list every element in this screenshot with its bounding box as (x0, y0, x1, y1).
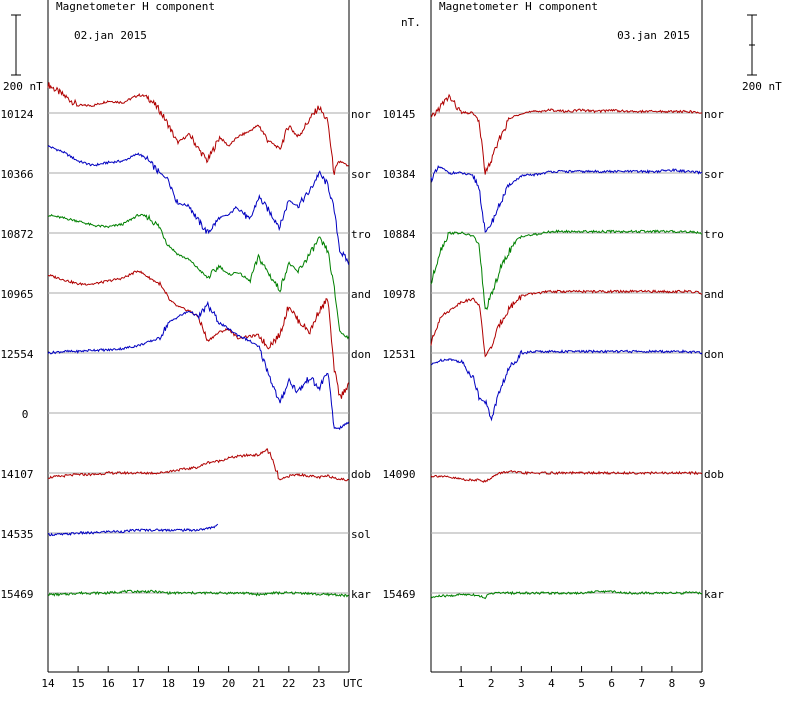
station-code-and: and (351, 288, 371, 301)
baseline-value-kar: 15469 (382, 588, 415, 601)
baseline-value-tro: 10872 (0, 228, 33, 241)
trace-and (47, 270, 350, 399)
x-tick-label: 8 (669, 677, 676, 690)
baseline-value-nor: 10145 (382, 108, 415, 121)
x-tick-label: 20 (222, 677, 235, 690)
trace-tro (430, 229, 703, 311)
trace-don (430, 349, 703, 422)
x-tick-label: 7 (638, 677, 645, 690)
station-code-sor: sor (351, 168, 371, 181)
station-code-don: don (704, 348, 724, 361)
baseline-value-dob: 14090 (382, 468, 415, 481)
station-code-sol: sol (351, 528, 371, 541)
x-tick-label: 4 (548, 677, 555, 690)
station-code-nor: nor (351, 108, 371, 121)
trace-dob (47, 448, 349, 482)
chart-date: 02.jan 2015 (74, 29, 147, 42)
x-tick-label: 16 (102, 677, 115, 690)
baseline-value-don: 12554 (0, 348, 33, 361)
x-tick-label: 18 (162, 677, 175, 690)
x-tick-label: 21 (252, 677, 265, 690)
trace-tro (47, 213, 350, 340)
x-tick-label: 22 (282, 677, 295, 690)
unit-label: nT. (401, 16, 421, 29)
baseline-value-sor: 10384 (382, 168, 415, 181)
station-code-dob: dob (351, 468, 371, 481)
station-code-kar: kar (351, 588, 371, 601)
baseline-value-kar: 15469 (0, 588, 33, 601)
baseline-value-sol: 14535 (0, 528, 33, 541)
x-tick-label: 3 (518, 677, 525, 690)
station-code-tro: tro (351, 228, 371, 241)
x-tick-label: 23 (312, 677, 325, 690)
x-tick-label: 2 (488, 677, 495, 690)
station-code-kar: kar (704, 588, 724, 601)
scale-label: 200 nT (3, 80, 43, 93)
trace-dob (430, 469, 703, 483)
station-code-dob: dob (704, 468, 724, 481)
trace-nor (430, 93, 703, 175)
x-tick-label: 1 (458, 677, 465, 690)
trace-don (47, 300, 350, 431)
baseline-value-and: 10978 (382, 288, 415, 301)
x-tick-label: 9 (699, 677, 706, 690)
x-tick-label: 19 (192, 677, 205, 690)
baseline-value-tro: 10884 (382, 228, 415, 241)
trace-kar (48, 589, 349, 598)
station-code-don: don (351, 348, 371, 361)
baseline-value-and: 10965 (0, 288, 33, 301)
trace-sor (430, 164, 703, 233)
trace-and (430, 289, 703, 358)
x-tick-label: 5 (578, 677, 585, 690)
x-tick-label: 17 (132, 677, 145, 690)
baseline-value-don: 12531 (382, 348, 415, 361)
chart-date: 03.jan 2015 (617, 29, 690, 42)
baseline-value-nor: 10124 (0, 108, 33, 121)
panel-03-jan: Magnetometer H component 03.jan 2015 1 2 3 4 5… (382, 0, 782, 690)
chart-title: Magnetometer H component (56, 0, 215, 13)
station-code-and: and (704, 288, 724, 301)
baseline-value-empty: 0 (22, 408, 29, 421)
station-code-nor: nor (704, 108, 724, 121)
chart-title: Magnetometer H component (439, 0, 598, 13)
x-tick-label: UTC (343, 677, 363, 690)
trace-kar (430, 590, 703, 600)
trace-nor (47, 82, 349, 175)
baseline-value-sor: 10366 (0, 168, 33, 181)
station-code-sor: sor (704, 168, 724, 181)
scale-label: 200 nT (742, 80, 782, 93)
baseline-value-dob: 14107 (0, 468, 33, 481)
trace-sor (47, 145, 350, 265)
x-tick-label: 14 (41, 677, 55, 690)
trace-sol (47, 523, 219, 537)
panel-02-jan: Magnetometer H component 02.jan 2015 14 15 1… (0, 0, 371, 690)
x-tick-label: 6 (608, 677, 615, 690)
station-code-tro: tro (704, 228, 724, 241)
x-tick-label: 15 (71, 677, 84, 690)
